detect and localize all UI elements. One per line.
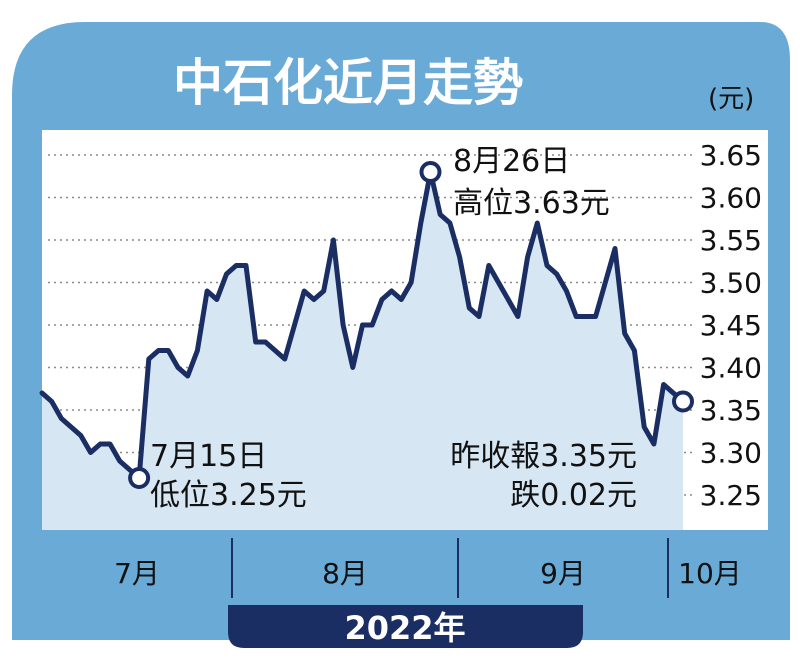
year-label: 2022年 [344,609,465,647]
price-line [39,169,686,481]
price-area [42,172,683,530]
low-annotation-text: 低位3.25元 [150,478,307,513]
year-tab [228,605,583,648]
y-tick-label: 3.40 [700,352,762,385]
y-unit-label: (元) [708,84,754,114]
month-label-aug: 8月 [322,557,368,590]
y-tick-label: 3.55 [700,224,762,257]
chart-title: 中石化近月走勢 [173,54,523,112]
last-close-annotation: 昨收報3.35元 [450,439,637,474]
low-marker [128,467,151,489]
y-tick-labels: 3.65 3.60 3.55 3.50 3.45 3.40 3.35 3.30 3.25 [700,139,762,512]
y-tick-label: 3.25 [700,479,762,512]
high-annotation-text: 高位3.63元 [453,186,610,221]
change-annotation: 跌0.02元 [510,478,637,513]
y-tick-label: 3.65 [700,139,762,172]
low-annotation-date: 7月15日 [150,439,267,474]
month-label-oct: 10月 [678,557,742,590]
y-tick-label: 3.50 [700,267,762,300]
high-annotation-date: 8月26日 [453,144,570,179]
high-marker [419,161,442,183]
y-tick-label: 3.35 [700,394,762,427]
last-close-marker [672,390,694,413]
y-tick-label: 3.45 [700,309,762,342]
month-label-sep: 9月 [540,557,586,590]
month-label-jul: 7月 [114,557,160,590]
y-tick-label: 3.60 [700,182,762,215]
y-tick-label: 3.30 [700,437,762,470]
month-band [42,530,776,610]
